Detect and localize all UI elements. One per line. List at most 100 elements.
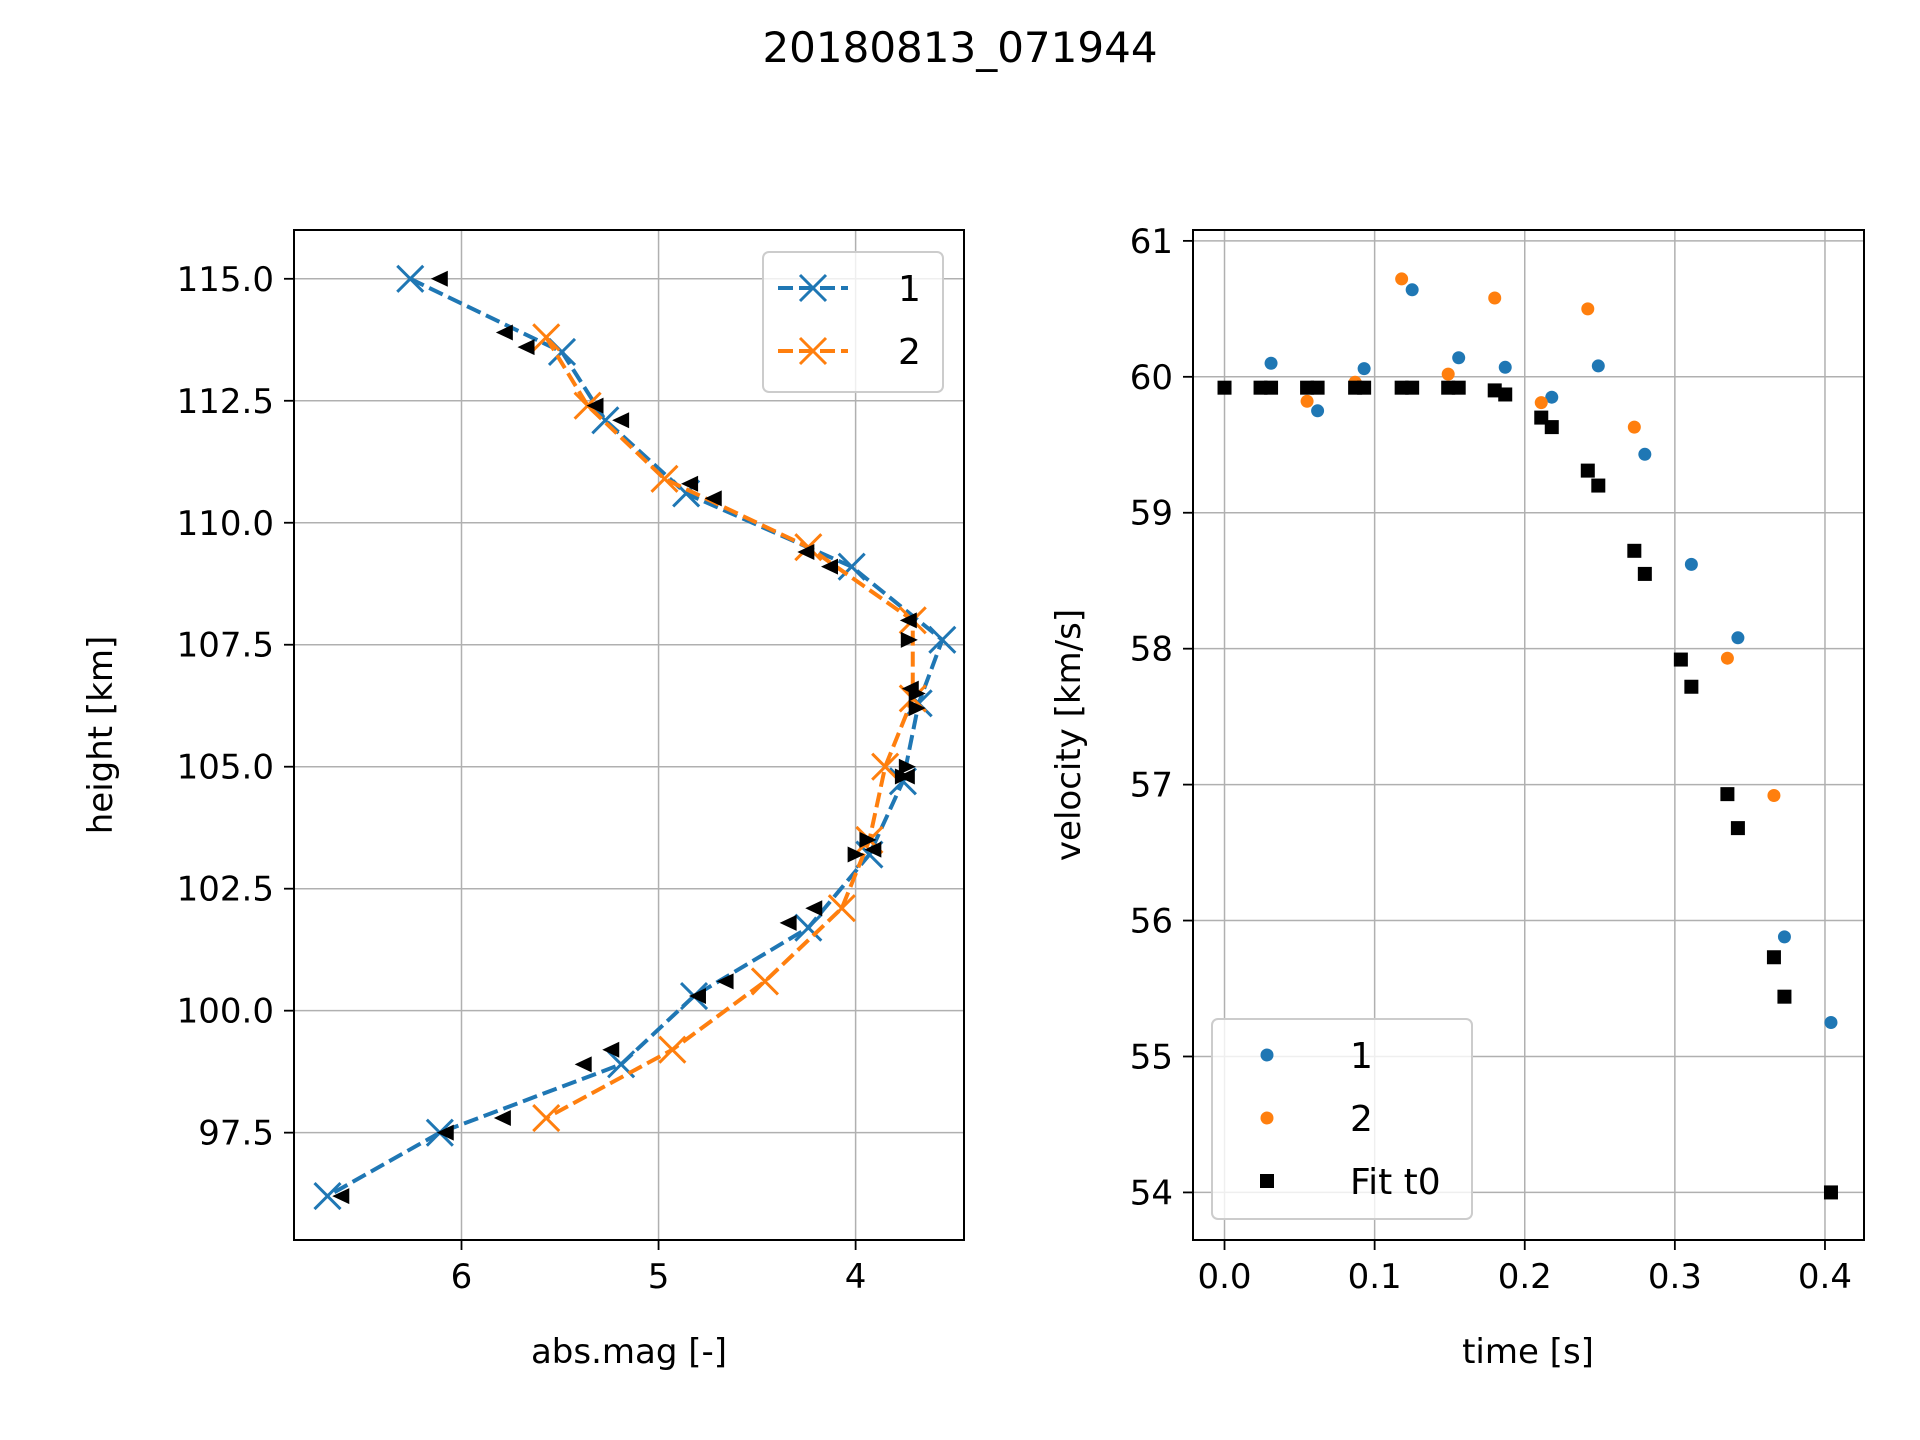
data-point [1777,989,1792,1004]
left-tick-marks: 6 5 4 97.5 100.0 102.5 105.0 107.5 110.0 112.5 115… [177,260,867,1297]
y-tick-label: 102.5 [177,870,274,910]
data-point [859,831,877,848]
data-point [750,967,780,996]
left-legend-items: 12 [778,269,921,373]
data-point [1638,447,1652,461]
legend-marker [798,273,828,303]
x-tick-label: 0.2 [1498,1257,1552,1297]
data-point [900,631,918,648]
x-tick-label: 6 [451,1257,473,1297]
x-tick-label: 0.4 [1798,1257,1852,1297]
data-point [1405,380,1420,395]
series-1 [313,264,957,1211]
data-point [313,1182,342,1211]
data-point [1673,652,1688,667]
y-tick-label: 56 [1130,902,1173,942]
right-data-layer [1217,272,1838,1200]
data-point [894,768,912,785]
left-gridlines [294,230,964,1240]
x-tick-label: 5 [648,1257,670,1297]
series-line [326,276,945,1198]
data-point [864,841,882,858]
data-point [1824,1016,1838,1030]
data-point [908,700,926,717]
data-point [797,544,815,561]
y-tick-label: 110.0 [177,504,274,544]
data-point [1441,367,1455,381]
legend-marker [798,336,828,366]
data-point [517,339,535,356]
data-point [1300,380,1315,395]
left-data-layer [313,264,957,1211]
x-tick-label: 0.1 [1348,1257,1402,1297]
legend-entry: 2 [778,332,921,373]
data-point [493,1110,511,1127]
y-tick-label: 112.5 [177,382,274,422]
data-point [1534,410,1549,425]
data-point [837,552,866,581]
data-point [1591,359,1605,373]
data-point [1534,396,1548,410]
data-point [1777,930,1791,944]
data-point [1684,679,1699,694]
series-1 [1264,283,1838,1030]
velocity-time-plot: 0.0 0.1 0.2 0.3 0.4 54 55 56 57 58 59 60 61 time [s]… [1049,222,1865,1372]
data-point [1731,631,1745,645]
data-point [1452,351,1466,365]
data-point [574,1056,592,1073]
data-point [650,464,679,493]
legend-entry: 1 [778,269,921,310]
data-point [1637,566,1652,581]
series-fit-t0 [1217,380,1838,1200]
x-tick-label: 0.3 [1648,1257,1702,1297]
data-point [1823,1185,1838,1200]
data-point [1544,420,1559,435]
data-point [532,1103,561,1133]
data-point [805,900,823,917]
right-legend-items: 1 2 Fit t0 [1260,1036,1441,1203]
data-point [1253,380,1268,395]
data-point [1498,360,1512,374]
y-tick-label: 105.0 [177,748,274,788]
data-point [1357,362,1371,376]
data-point [1264,380,1279,395]
y-tick-label: 54 [1130,1173,1173,1213]
legend-marker [1260,1174,1274,1188]
data-point [827,894,856,923]
data-point [1627,420,1641,434]
data-point [681,475,699,492]
series-markers-3 [847,631,926,863]
data-point [1310,380,1325,395]
data-point [1394,380,1409,395]
legend-entry: Fit t0 [1260,1162,1441,1203]
y-tick-label: 57 [1130,766,1173,806]
y-tick-label: 55 [1130,1037,1173,1077]
data-point [1311,404,1325,418]
data-point [928,625,957,654]
figure-title: 20180813_071944 [762,23,1157,72]
right-y-axis-label: velocity [km/s] [1049,609,1089,861]
left-x-axis-label: abs.mag [-] [531,1332,727,1372]
left-legend: 12 [762,251,944,393]
y-tick-label: 97.5 [198,1114,274,1154]
y-tick-label: 60 [1130,358,1173,398]
right-legend: 1 2 Fit t0 [1211,1018,1473,1220]
legend-label: 2 [1350,1099,1373,1140]
right-legend-box [1211,1018,1473,1220]
left-y-axis-label: height [km] [81,636,121,835]
data-point [1720,787,1735,802]
data-point [495,324,513,341]
y-tick-label: 58 [1130,630,1173,670]
data-point [396,264,425,293]
data-point [871,752,900,781]
data-point [716,973,734,990]
data-point [1766,950,1781,965]
data-point [704,490,722,507]
data-point [899,612,917,629]
data-point [779,914,797,931]
data-point [794,913,823,942]
x-tick-label: 0.0 [1197,1257,1251,1297]
y-tick-label: 59 [1130,494,1173,534]
legend-marker [1260,1048,1274,1062]
